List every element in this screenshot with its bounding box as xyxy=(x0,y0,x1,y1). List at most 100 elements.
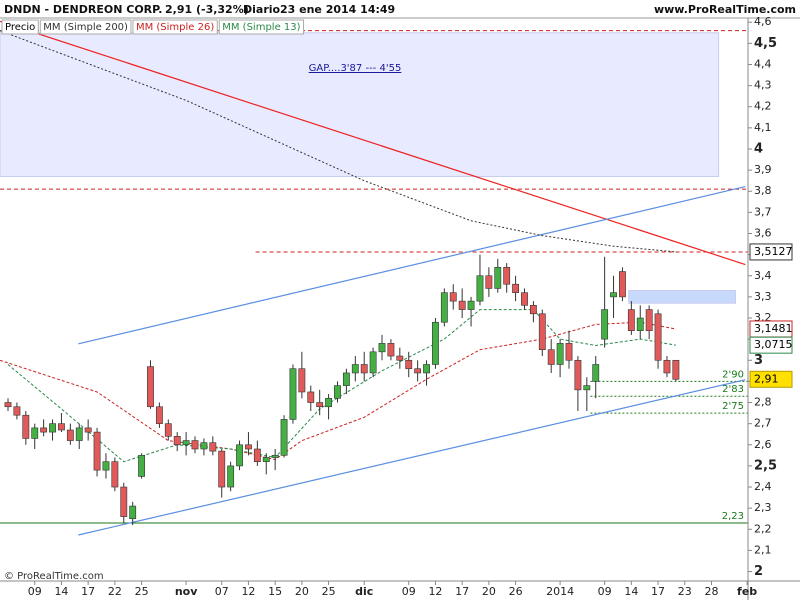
y-tick-label: 3,9 xyxy=(754,163,772,176)
source: www.ProRealTime.com xyxy=(654,3,796,16)
x-tick-label: 23 xyxy=(678,585,692,598)
last-value: 3,0715 xyxy=(754,338,793,351)
x-tick-label: nov xyxy=(175,585,198,598)
chart-title: DNDN - DENDREON CORP. xyxy=(4,3,162,16)
x-tick-label: 25 xyxy=(322,585,336,598)
candle-body xyxy=(227,465,235,488)
candle-body xyxy=(565,343,573,361)
candle-body xyxy=(316,402,324,408)
y-tick-label: 2,8 xyxy=(754,396,772,409)
moving-average xyxy=(0,321,676,461)
legend-box xyxy=(39,19,132,35)
period: Diario xyxy=(243,3,281,16)
legend-box xyxy=(218,19,305,35)
annotation: GAP....3'87 --- 4'55 xyxy=(309,63,402,74)
level-label: 2'83 xyxy=(722,384,744,395)
x-tick-label: 2014 xyxy=(546,585,574,598)
candle-body xyxy=(503,267,511,285)
last-value-box xyxy=(749,336,793,354)
last-price: 2,91 xyxy=(754,372,779,385)
candle-body xyxy=(191,440,199,450)
y-tick-label: 4,3 xyxy=(754,79,772,92)
y-tick-label: 4,2 xyxy=(754,100,772,113)
x-tick-label: dic xyxy=(355,585,373,598)
candle-body xyxy=(627,309,635,331)
candle-body xyxy=(672,359,680,380)
candle-body xyxy=(636,317,644,331)
candle-body xyxy=(307,391,315,403)
candle-body xyxy=(440,292,448,323)
y-tick-label: 2 xyxy=(754,564,763,579)
x-tick-label: 09 xyxy=(598,585,612,598)
candle-body xyxy=(645,309,653,331)
candle-body xyxy=(236,444,243,467)
zone xyxy=(0,32,720,177)
candle-body xyxy=(405,359,413,370)
x-tick-label: 22 xyxy=(108,585,122,598)
candle-body xyxy=(84,427,92,433)
candle-body xyxy=(663,359,671,374)
candle-body xyxy=(66,429,74,441)
x-tick-label: feb xyxy=(737,585,757,598)
candle-body xyxy=(360,364,368,374)
moving-average xyxy=(0,30,676,253)
y-tick-label: 2,2 xyxy=(754,522,772,535)
candle-body xyxy=(280,419,288,456)
candle-body xyxy=(351,364,359,374)
legend-box xyxy=(1,19,39,35)
y-tick-label: 3,7 xyxy=(754,205,772,218)
x-tick-label: 12 xyxy=(241,585,255,598)
y-tick-label: 4,4 xyxy=(754,57,772,70)
candle-body xyxy=(209,442,217,452)
y-tick-label: 3 xyxy=(754,353,763,368)
candle-body xyxy=(521,292,528,306)
trend-line xyxy=(78,186,746,345)
candle-body xyxy=(200,442,208,450)
zone xyxy=(628,290,737,304)
y-tick-label: 2,7 xyxy=(754,417,772,430)
candle-body xyxy=(378,343,386,353)
candle-body xyxy=(325,398,333,408)
x-tick-label: 25 xyxy=(135,585,149,598)
y-tick-label: 2,1 xyxy=(754,543,772,556)
candle-body xyxy=(262,457,270,462)
y-tick-label: 4,6 xyxy=(754,15,772,28)
level-label: 2'75 xyxy=(722,401,744,412)
legend-entry: MM (Simple 26) xyxy=(136,22,214,33)
candle-body xyxy=(485,275,493,289)
y-tick-label: 4,5 xyxy=(754,36,777,51)
candle-body xyxy=(289,368,297,420)
candle-body xyxy=(574,359,582,391)
trend-line xyxy=(78,379,746,536)
y-tick-label: 3,3 xyxy=(754,290,772,303)
candle-body xyxy=(218,450,226,488)
y-tick-label: 2,4 xyxy=(754,480,772,493)
trend-line xyxy=(0,20,746,266)
candle-body xyxy=(298,368,306,393)
x-tick-label: 07 xyxy=(215,585,229,598)
candle-body xyxy=(556,343,564,365)
candle-body xyxy=(13,406,21,416)
candle-body xyxy=(467,300,475,310)
candle-body xyxy=(129,505,137,520)
candle-body xyxy=(147,366,154,408)
y-tick-label: 2,6 xyxy=(754,438,772,451)
candle-body xyxy=(601,309,609,340)
legend-entry: MM (Simple 13) xyxy=(222,22,300,33)
last-value-box xyxy=(749,243,793,261)
copyright: © ProRealTime.com xyxy=(4,571,104,582)
x-tick-label: 17 xyxy=(81,585,95,598)
candle-body xyxy=(93,431,101,471)
plot-area: 2'90 2'83 2'75 2,23 xyxy=(0,20,748,536)
candle-body xyxy=(342,372,350,386)
x-tick-label: 09 xyxy=(402,585,416,598)
candle-body xyxy=(547,349,555,365)
candle-body xyxy=(164,423,172,437)
x-tick-label: 14 xyxy=(54,585,68,598)
y-tick-label: 2,5 xyxy=(754,458,777,473)
candle-body xyxy=(75,427,83,441)
candle-body xyxy=(610,292,617,298)
candle-body xyxy=(49,423,56,433)
candle-body xyxy=(40,427,48,433)
x-tick-label: 14 xyxy=(624,585,638,598)
